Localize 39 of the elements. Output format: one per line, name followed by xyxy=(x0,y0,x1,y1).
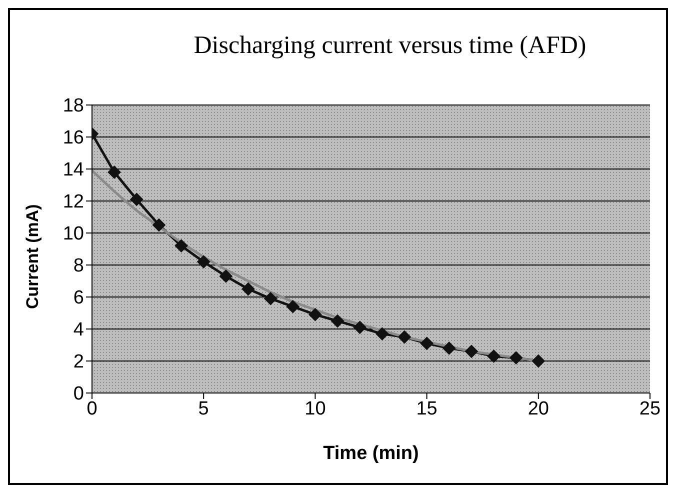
y-tick-label: 8 xyxy=(73,256,84,277)
point xyxy=(376,327,389,340)
point xyxy=(442,342,456,355)
point xyxy=(286,300,300,314)
y-tick-label: 2 xyxy=(73,352,84,373)
point xyxy=(464,344,478,358)
y-tick-label: 6 xyxy=(73,288,84,309)
y-tick-label: 10 xyxy=(62,224,84,245)
point xyxy=(398,330,411,344)
y-tick-label: 16 xyxy=(62,128,84,149)
point xyxy=(532,354,545,368)
point xyxy=(353,320,366,334)
point xyxy=(331,314,344,328)
point xyxy=(130,192,144,206)
x-tick-label: 0 xyxy=(86,398,98,420)
y-tick-label: 12 xyxy=(62,192,84,213)
x-axis-title: Time (min) xyxy=(323,443,419,464)
point xyxy=(242,282,255,296)
y-tick-label: 14 xyxy=(62,160,84,181)
x-tick-label: 5 xyxy=(198,398,209,420)
y-tick-label: 4 xyxy=(73,320,84,341)
x-tick-label: 15 xyxy=(416,398,438,420)
x-tick-label: 25 xyxy=(639,398,661,420)
y-tick-label: 18 xyxy=(62,96,84,117)
point xyxy=(152,218,166,232)
point xyxy=(510,351,523,364)
point xyxy=(219,270,232,283)
y-tick-label: 0 xyxy=(73,384,84,405)
chart-title: Discharging current versus time (AFD) xyxy=(192,32,588,60)
point xyxy=(264,292,278,306)
x-tick-label: 20 xyxy=(528,398,549,420)
point xyxy=(174,239,188,252)
point xyxy=(197,255,210,268)
x-tick-label: 10 xyxy=(304,398,326,420)
point xyxy=(308,308,322,322)
point xyxy=(487,350,500,363)
point xyxy=(420,336,434,350)
point xyxy=(108,166,121,179)
y-axis-title: Current (mA) xyxy=(23,204,42,309)
